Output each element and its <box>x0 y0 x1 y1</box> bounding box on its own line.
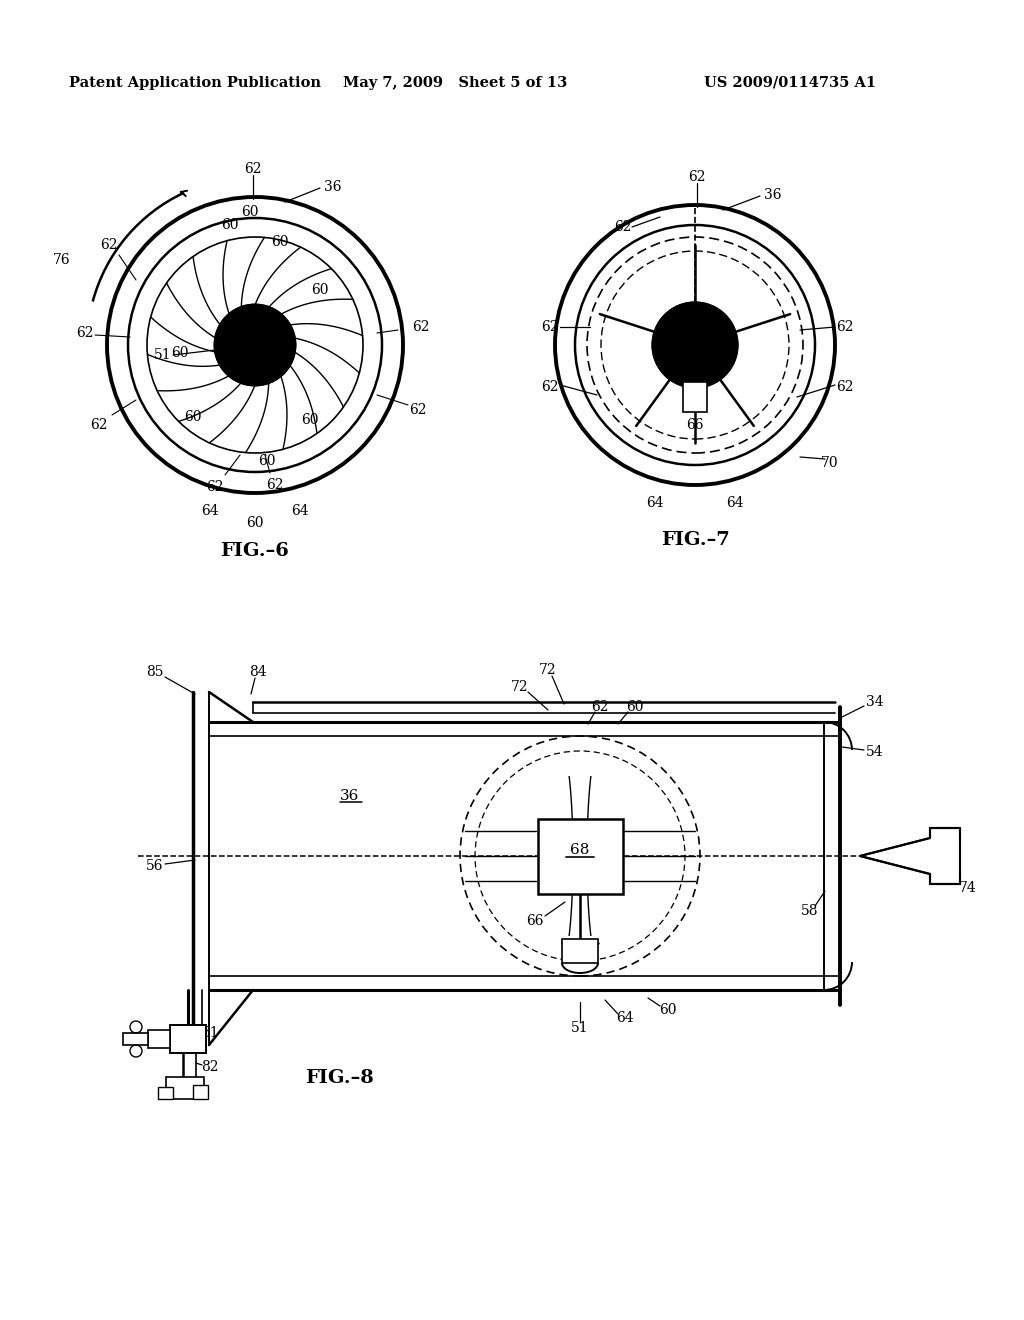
Bar <box>158 1086 173 1100</box>
Text: 62: 62 <box>413 319 430 334</box>
Text: 58: 58 <box>246 331 264 345</box>
Text: 62: 62 <box>76 326 94 341</box>
Text: Patent Application Publication: Patent Application Publication <box>69 77 321 90</box>
Text: 62: 62 <box>410 403 427 417</box>
Text: 81: 81 <box>201 1026 219 1040</box>
Text: 64: 64 <box>291 504 309 517</box>
Text: 64: 64 <box>616 1011 634 1026</box>
Circle shape <box>252 342 258 348</box>
Text: 62: 62 <box>542 380 559 393</box>
Text: 62: 62 <box>688 170 706 183</box>
Text: 62: 62 <box>266 478 284 492</box>
Text: 68: 68 <box>685 334 705 348</box>
Text: 60: 60 <box>258 454 275 469</box>
Text: 64: 64 <box>201 504 219 517</box>
Text: 60: 60 <box>242 205 259 219</box>
Text: 60: 60 <box>221 218 239 232</box>
Bar <box>148 1030 170 1048</box>
Text: 60: 60 <box>246 516 264 531</box>
Text: May 7, 2009   Sheet 5 of 13: May 7, 2009 Sheet 5 of 13 <box>343 77 567 90</box>
Text: FIG.–7: FIG.–7 <box>660 531 729 549</box>
Text: 64: 64 <box>726 496 743 510</box>
Text: 58: 58 <box>801 904 819 917</box>
Text: 85: 85 <box>146 665 164 678</box>
Text: 68: 68 <box>570 843 590 857</box>
Bar <box>683 381 707 412</box>
Bar <box>123 1034 148 1045</box>
Circle shape <box>215 305 295 385</box>
Text: US 2009/0114735 A1: US 2009/0114735 A1 <box>703 77 877 90</box>
Bar <box>166 1077 204 1100</box>
Circle shape <box>653 304 737 387</box>
Text: 60: 60 <box>627 700 644 714</box>
Bar <box>193 1085 208 1100</box>
Text: 82: 82 <box>202 1060 219 1074</box>
Text: 60: 60 <box>184 411 202 424</box>
Text: 62: 62 <box>591 700 608 714</box>
Text: 84: 84 <box>249 665 267 678</box>
Text: 72: 72 <box>540 663 557 677</box>
Text: 72: 72 <box>511 680 528 694</box>
Text: 62: 62 <box>614 220 632 234</box>
Text: 36: 36 <box>340 789 359 803</box>
Bar <box>170 1026 206 1053</box>
Text: 62: 62 <box>837 319 854 334</box>
Text: 34: 34 <box>866 696 884 709</box>
Text: 76: 76 <box>53 253 71 267</box>
Text: 66: 66 <box>686 418 703 432</box>
Text: 62: 62 <box>245 162 262 176</box>
Text: 60: 60 <box>659 1003 677 1016</box>
Text: 62: 62 <box>100 238 118 252</box>
Text: 64: 64 <box>646 496 664 510</box>
Text: 51: 51 <box>571 1020 589 1035</box>
Text: 60: 60 <box>171 346 188 360</box>
Text: 74: 74 <box>959 880 977 895</box>
Text: 62: 62 <box>542 319 559 334</box>
Text: 60: 60 <box>301 413 318 426</box>
Text: 60: 60 <box>311 282 329 297</box>
Text: 62: 62 <box>206 480 224 494</box>
Text: 51: 51 <box>155 348 172 362</box>
Text: 62: 62 <box>90 418 108 432</box>
Text: 70: 70 <box>821 455 839 470</box>
Bar <box>562 939 598 964</box>
Text: 36: 36 <box>325 180 342 194</box>
Text: FIG.–6: FIG.–6 <box>220 543 290 560</box>
Text: 56: 56 <box>146 859 164 873</box>
Text: 36: 36 <box>764 187 781 202</box>
Bar <box>538 818 623 894</box>
Text: 60: 60 <box>271 235 289 249</box>
Polygon shape <box>860 828 961 884</box>
Text: 54: 54 <box>866 744 884 759</box>
Text: 66: 66 <box>526 913 544 928</box>
Text: FIG.–8: FIG.–8 <box>305 1069 375 1086</box>
Text: 62: 62 <box>837 380 854 393</box>
